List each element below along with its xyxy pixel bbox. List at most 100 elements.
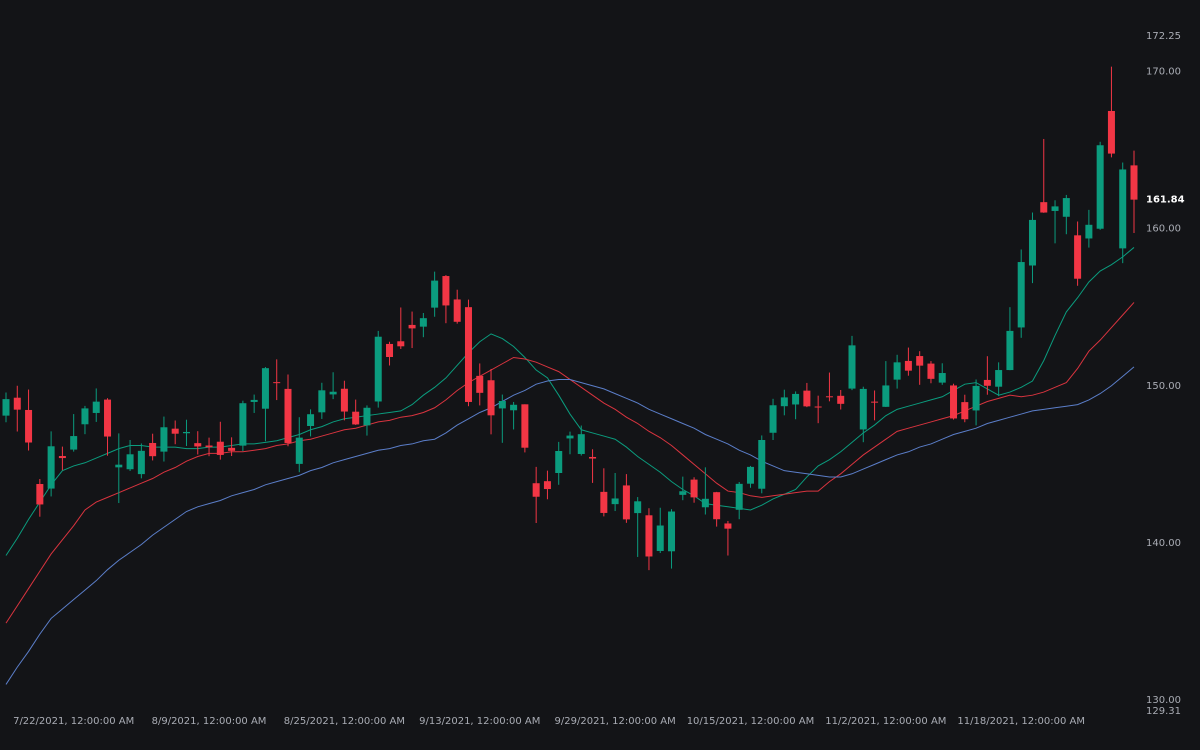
candle-body — [848, 345, 856, 389]
candle-body — [916, 356, 924, 366]
candle-body — [713, 492, 721, 520]
candle-body — [656, 525, 664, 551]
candle-body — [995, 370, 1003, 387]
x-tick-label: 9/13/2021, 12:00:00 AM — [419, 716, 540, 727]
x-tick-label: 8/9/2021, 12:00:00 AM — [152, 716, 267, 727]
candle-body — [487, 380, 495, 416]
candle-body — [318, 390, 326, 413]
candle-body — [13, 397, 21, 410]
candle-body — [239, 403, 247, 446]
candle-body — [182, 431, 190, 434]
candle-body — [634, 501, 642, 514]
candle-body — [126, 454, 134, 470]
candle-body — [171, 428, 179, 434]
candle-body — [261, 368, 269, 409]
y-tick-label: 140.00 — [1146, 538, 1181, 549]
y-tick-label: 170.00 — [1146, 66, 1181, 77]
candle-body — [780, 397, 788, 407]
candle-body — [1017, 262, 1025, 328]
candle-body — [555, 450, 563, 474]
candle-body — [859, 388, 867, 430]
candle-body — [543, 481, 551, 490]
candle-body — [1107, 110, 1115, 154]
candle-body — [1062, 198, 1070, 217]
candle-body — [950, 385, 958, 419]
x-tick-label: 10/15/2021, 12:00:00 AM — [687, 716, 815, 727]
candle-body — [25, 409, 33, 443]
candle-body — [149, 442, 157, 457]
y-tick-label: 129.31 — [1146, 706, 1181, 717]
candle-body — [352, 411, 360, 425]
candle-body — [825, 396, 833, 398]
candle-body — [1085, 224, 1093, 239]
candle-body — [442, 276, 450, 306]
candle-body — [250, 399, 258, 402]
y-tick-label: 150.00 — [1146, 381, 1181, 392]
candle-body — [295, 437, 303, 464]
candle-body — [611, 498, 619, 505]
candle-body — [2, 399, 10, 416]
candle-body — [882, 385, 890, 407]
candle-body — [453, 299, 461, 322]
candle-body — [769, 405, 777, 433]
candle-body — [307, 414, 315, 427]
candle-body — [938, 373, 946, 383]
candle-body — [758, 439, 766, 489]
candle-body — [58, 456, 66, 459]
candle-body — [961, 402, 969, 420]
y-tick-label: 160.00 — [1146, 224, 1181, 235]
candle-body — [1119, 169, 1127, 249]
candle-body — [386, 343, 394, 357]
candle-body — [137, 450, 145, 475]
moving-average-line — [5, 366, 1135, 685]
candle-body — [115, 464, 123, 468]
candle-body — [464, 307, 472, 402]
candle-body — [92, 401, 100, 413]
candle-body — [983, 379, 991, 386]
candle-body — [1096, 145, 1104, 229]
candle-body — [476, 375, 484, 393]
candle-body — [577, 434, 585, 454]
candle-body — [735, 483, 743, 510]
candle-body — [724, 523, 732, 529]
candle-body — [1074, 235, 1082, 279]
candle-body — [498, 401, 506, 409]
x-tick-label: 9/29/2021, 12:00:00 AM — [555, 716, 676, 727]
candle-body — [1006, 330, 1014, 371]
candle-body — [1040, 202, 1048, 213]
candle-body — [972, 385, 980, 411]
candle-body — [871, 401, 879, 403]
candle-body — [104, 399, 112, 437]
candle-body — [521, 404, 529, 448]
candle-body — [363, 407, 371, 426]
candle-body — [216, 441, 224, 455]
candle-body — [589, 456, 597, 459]
candle-body — [837, 395, 845, 404]
candle-body — [746, 466, 754, 484]
candle-body — [70, 436, 78, 450]
candle-body — [679, 491, 687, 495]
last-price-label: 161.84 — [1146, 195, 1185, 206]
candle-body — [408, 324, 416, 329]
candle-body — [273, 382, 281, 384]
candle-body — [1130, 165, 1138, 200]
candle-body — [701, 498, 709, 508]
moving-average-line — [5, 247, 1135, 556]
candle-body — [36, 484, 44, 505]
candle-body — [893, 362, 901, 380]
candle-body — [622, 485, 630, 520]
candle-body — [431, 280, 439, 308]
y-tick-label: 172.25 — [1146, 31, 1181, 42]
candle-body — [532, 483, 540, 497]
candle-body — [645, 515, 653, 557]
candle-body — [927, 363, 935, 379]
candle-body — [904, 360, 912, 371]
candle-body — [81, 408, 89, 425]
candle-body — [160, 427, 168, 452]
candle-body — [329, 391, 337, 395]
x-tick-label: 7/22/2021, 12:00:00 AM — [13, 716, 134, 727]
candle-body — [284, 388, 292, 443]
